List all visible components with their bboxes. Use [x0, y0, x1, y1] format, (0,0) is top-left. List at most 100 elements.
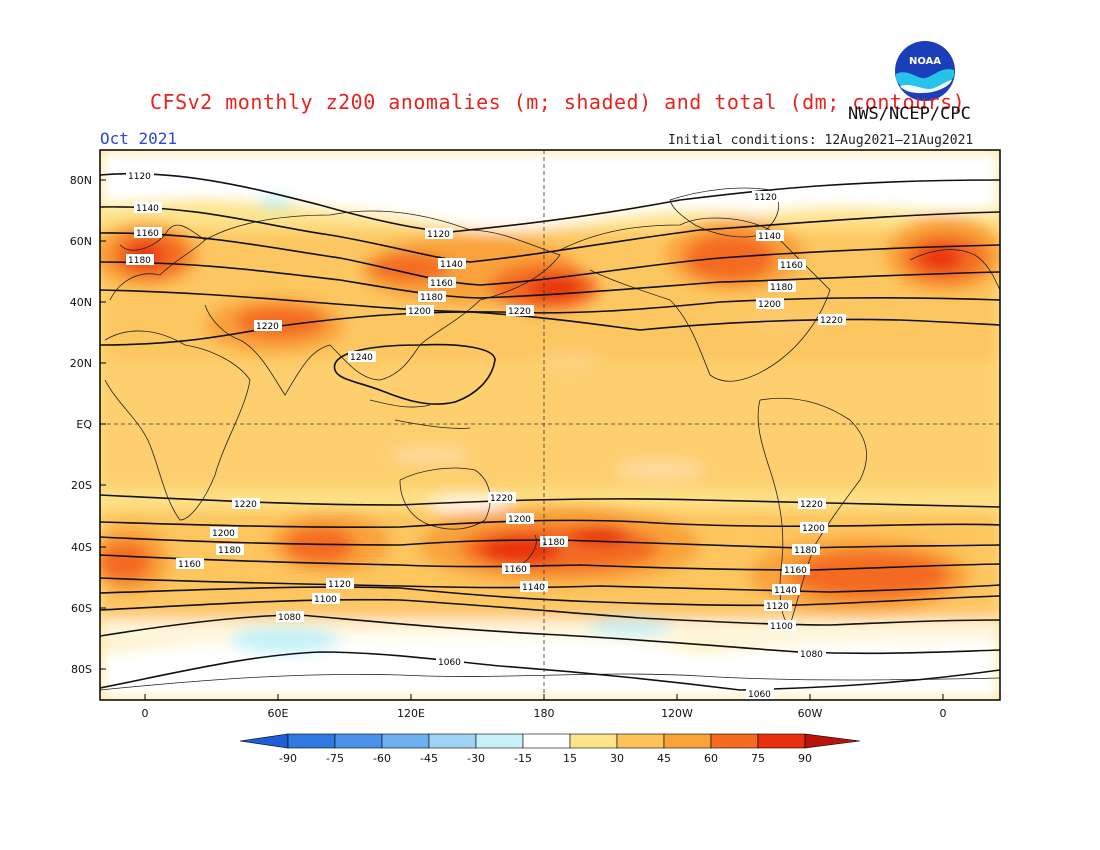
svg-text:1220: 1220: [800, 500, 823, 510]
svg-text:1200: 1200: [408, 307, 431, 317]
svg-text:1160: 1160: [784, 566, 807, 576]
svg-text:1220: 1220: [256, 322, 279, 332]
contour-1100: [100, 598, 1000, 626]
svg-text:1240: 1240: [350, 353, 373, 363]
colorbar-tick-label: 75: [751, 752, 765, 765]
contour-1120-s: [100, 586, 1000, 607]
svg-text:1060: 1060: [438, 658, 461, 668]
lon-label: 120E: [397, 707, 425, 720]
longitude-labels: 0 60E 120E 180 120W 60W 0: [142, 707, 947, 720]
colorbar-tick-label: 30: [610, 752, 624, 765]
svg-text:1160: 1160: [780, 261, 803, 271]
colorbar-tick-label: 45: [657, 752, 671, 765]
forecast-month: Oct 2021: [100, 129, 178, 148]
svg-text:1180: 1180: [770, 283, 793, 293]
height-contours: [100, 172, 1000, 691]
colorbar-swatch: [428, 733, 477, 749]
contour-1140-s: [100, 577, 1000, 593]
svg-text:1180: 1180: [218, 546, 241, 556]
colorbar-tick-label: -75: [326, 752, 344, 765]
svg-text:1160: 1160: [136, 229, 159, 239]
colorbar-tick-label: -90: [279, 752, 297, 765]
contour-labels: 1120 1140 1160 1180 1220 1240 1120 1140 …: [126, 170, 846, 700]
svg-text:1200: 1200: [758, 300, 781, 310]
svg-text:1180: 1180: [128, 256, 151, 266]
noaa-logo: NOAA: [894, 40, 956, 102]
lat-label: 40N: [70, 296, 92, 309]
colorbar: -90 -75 -60 -45 -30 -15 15 30 45 60 75 90: [239, 733, 861, 765]
svg-text:1140: 1140: [136, 204, 159, 214]
lon-label: 0: [940, 707, 947, 720]
lat-label: EQ: [76, 418, 92, 431]
colorbar-swatch: [616, 733, 665, 749]
lat-label: 80S: [71, 663, 92, 676]
svg-text:1100: 1100: [770, 622, 793, 632]
svg-text:1180: 1180: [420, 293, 443, 303]
svg-text:1200: 1200: [508, 515, 531, 525]
svg-text:1120: 1120: [754, 193, 777, 203]
svg-text:1220: 1220: [234, 500, 257, 510]
colorbar-tick-label: -60: [373, 752, 391, 765]
lat-label: 60N: [70, 235, 92, 248]
svg-text:1080: 1080: [278, 613, 301, 623]
colorbar-tick-label: -45: [420, 752, 438, 765]
svg-text:1220: 1220: [508, 307, 531, 317]
colorbar-swatch: [663, 733, 712, 749]
colorbar-swatch: [569, 733, 618, 749]
colorbar-arrow-high: [804, 733, 861, 749]
colorbar-swatch: [381, 733, 430, 749]
svg-text:1180: 1180: [794, 546, 817, 556]
lon-label: 180: [534, 707, 555, 720]
colorbar-tick-label: 60: [704, 752, 718, 765]
contour-1120-n: [100, 172, 1000, 233]
svg-text:1140: 1140: [440, 260, 463, 270]
reference-lines: [100, 150, 1000, 700]
svg-text:1120: 1120: [766, 602, 789, 612]
lon-label: 60E: [268, 707, 289, 720]
svg-text:1080: 1080: [800, 650, 823, 660]
colorbar-swatch: [475, 733, 524, 749]
chart-title: CFSv2 monthly z200 anomalies (m; shaded)…: [150, 90, 966, 114]
colorbar-tick-label: 15: [563, 752, 577, 765]
contour-1140-n: [100, 206, 1000, 263]
colorbar-swatch: [522, 733, 571, 749]
svg-text:1120: 1120: [427, 230, 450, 240]
svg-text:1140: 1140: [522, 583, 545, 593]
colorbar-swatch: [710, 733, 759, 749]
lat-label: 80N: [70, 174, 92, 187]
initial-conditions: Initial conditions: 12Aug2021–21Aug2021: [668, 133, 974, 148]
lon-label: 60W: [798, 707, 823, 720]
colorbar-swatch: [757, 733, 806, 749]
lat-label: 20N: [70, 357, 92, 370]
agency-label: NWS/NCEP/CPC: [848, 104, 971, 124]
lat-label: 60S: [71, 602, 92, 615]
latitude-labels: 80N 60N 40N 20N EQ 20S 40S 60S 80S: [70, 174, 93, 676]
svg-text:1160: 1160: [430, 279, 453, 289]
anomaly-shading: [100, 150, 1000, 700]
contour-1200-s: [100, 519, 1000, 528]
lat-label: 40S: [71, 541, 92, 554]
svg-text:1160: 1160: [504, 565, 527, 575]
svg-text:1140: 1140: [758, 232, 781, 242]
svg-text:1120: 1120: [128, 172, 151, 182]
colorbar-arrow-low: [239, 733, 289, 749]
contour-1180-n: [100, 261, 1000, 299]
svg-text:1060: 1060: [748, 690, 771, 700]
svg-text:1200: 1200: [212, 529, 235, 539]
svg-text:1200: 1200: [802, 524, 825, 534]
contour-1160-n: [100, 232, 1000, 286]
lat-label: 20S: [71, 479, 92, 492]
colorbar-tick-label: -15: [514, 752, 532, 765]
colorbar-tick-label: 90: [798, 752, 812, 765]
svg-text:1220: 1220: [820, 316, 843, 326]
contour-1240: [333, 343, 496, 405]
svg-text:1220: 1220: [490, 494, 513, 504]
contour-1160-s: [100, 554, 1000, 571]
axis-ticks: [100, 179, 944, 700]
contour-1060: [100, 651, 1000, 691]
lon-label: 120W: [661, 707, 693, 720]
colorbar-swatch: [334, 733, 383, 749]
colorbar-tick-label: -30: [467, 752, 485, 765]
svg-text:1140: 1140: [774, 586, 797, 596]
